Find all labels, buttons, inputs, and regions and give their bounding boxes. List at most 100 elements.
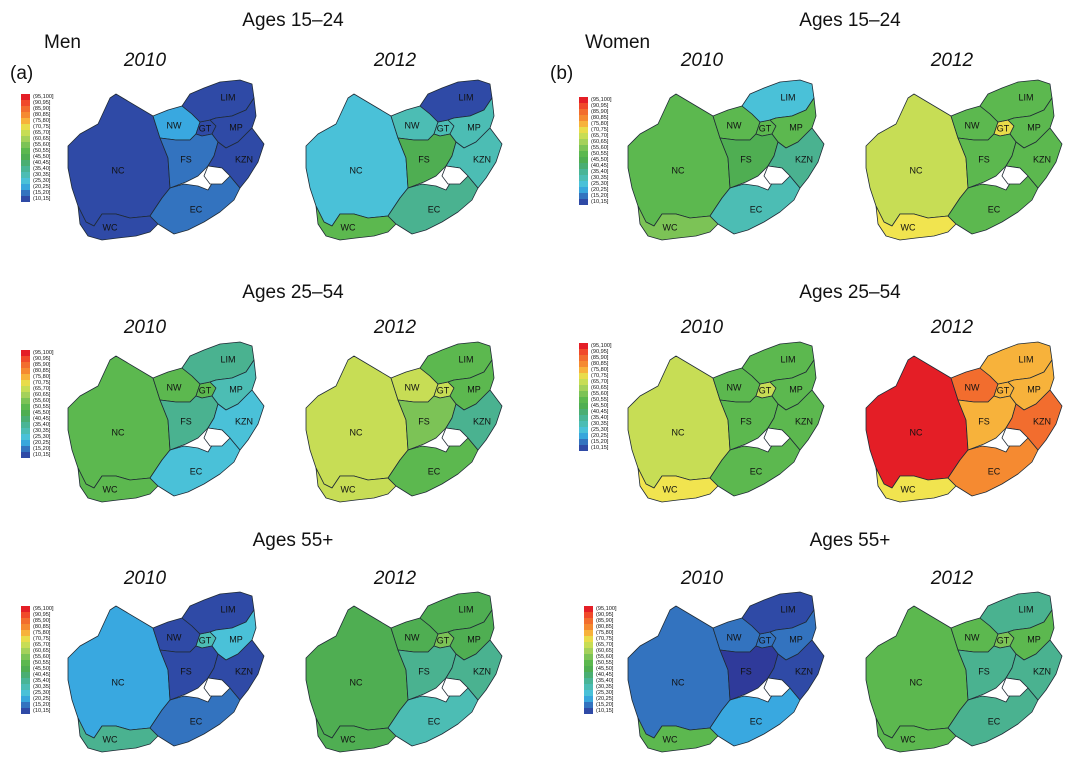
province-label-mp: MP — [467, 384, 481, 394]
legend-swatch — [21, 690, 30, 696]
color-legend: (95,100] (90,95] (85,90] (80,85] (75,80] (70,… — [579, 97, 619, 205]
legend-row: (60,65] — [584, 648, 624, 654]
province-label-wc: WC — [103, 222, 118, 232]
province-label-ec: EC — [988, 716, 1001, 726]
legend-label: (45,50] — [33, 154, 51, 160]
legend-row: (80,85] — [21, 624, 61, 630]
province-map: LIM NW GT MP NC FS KZN WC EC — [618, 338, 833, 508]
year-label: 2010 — [123, 317, 167, 338]
lesotho-hole — [441, 427, 469, 447]
year-label: 2012 — [930, 317, 974, 338]
province-label-gt: GT — [759, 123, 772, 133]
legend-swatch — [579, 391, 588, 397]
province-nc — [305, 355, 409, 489]
legend-label: (55,60] — [33, 398, 51, 404]
province-label-lim: LIM — [780, 354, 795, 364]
legend-label: (95,100] — [33, 350, 54, 356]
legend-swatch — [579, 169, 588, 175]
legend-swatch — [579, 97, 588, 103]
legend-label: (45,50] — [33, 410, 51, 416]
legend-swatch — [579, 115, 588, 121]
province-label-gt: GT — [997, 385, 1010, 395]
legend-swatch — [584, 648, 593, 654]
legend-label: (10,15] — [591, 199, 609, 205]
province-label-fs: FS — [978, 154, 990, 164]
legend-row: (65,70] — [21, 642, 61, 648]
legend-swatch — [579, 157, 588, 163]
legend-label: (85,90] — [33, 362, 51, 368]
color-legend: (95,100] (90,95] (85,90] (80,85] (75,80] (70,… — [584, 606, 624, 714]
province-label-ec: EC — [190, 716, 203, 726]
year-label: 2010 — [123, 50, 167, 71]
legend-swatch — [579, 433, 588, 439]
province-label-nw: NW — [167, 382, 182, 392]
province-label-nw: NW — [405, 120, 420, 130]
legend-label: (55,60] — [591, 391, 609, 397]
province-label-nw: NW — [727, 632, 742, 642]
legend-row: (70,75] — [579, 127, 619, 133]
legend-row: (30,35] — [579, 421, 619, 427]
province-nc — [627, 605, 731, 739]
map-svg: LIM NW GT MP NC FS KZN WC EC — [627, 591, 825, 753]
legend-swatch — [21, 636, 30, 642]
legend-row: (45,50] — [579, 403, 619, 409]
legend-label: (75,80] — [33, 118, 51, 124]
province-label-gt: GT — [199, 123, 212, 133]
province-label-fs: FS — [740, 154, 752, 164]
legend-swatch — [21, 172, 30, 178]
legend-row: (70,75] — [584, 636, 624, 642]
province-label-ec: EC — [428, 204, 441, 214]
legend-label: (10,15] — [596, 708, 614, 714]
legend-label: (95,100] — [33, 94, 54, 100]
province-label-fs: FS — [740, 416, 752, 426]
legend-row: (20,25] — [579, 187, 619, 193]
legend-swatch — [579, 175, 588, 181]
legend-row: (85,90] — [21, 362, 61, 368]
province-nc — [67, 355, 171, 489]
legend-label: (15,20] — [33, 190, 51, 196]
legend-swatch — [579, 109, 588, 115]
legend-swatch — [584, 630, 593, 636]
province-label-kzn: KZN — [473, 154, 491, 164]
province-map: LIM NW GT MP NC FS KZN WC EC — [296, 588, 511, 758]
province-label-kzn: KZN — [795, 416, 813, 426]
province-label-nw: NW — [405, 382, 420, 392]
map-svg: LIM NW GT MP NC FS KZN WC EC — [305, 79, 503, 241]
age-title: Ages 55+ — [252, 530, 334, 551]
legend-row: (50,55] — [579, 397, 619, 403]
province-label-mp: MP — [789, 122, 803, 132]
legend-label: (45,50] — [33, 666, 51, 672]
legend-label: (25,30] — [596, 690, 614, 696]
legend-label: (70,75] — [33, 636, 51, 642]
legend-swatch — [584, 612, 593, 618]
legend-swatch — [21, 642, 30, 648]
legend-swatch — [21, 428, 30, 434]
province-label-kzn: KZN — [1033, 154, 1051, 164]
legend-swatch — [579, 373, 588, 379]
legend-label: (60,65] — [591, 385, 609, 391]
legend-label: (25,30] — [33, 178, 51, 184]
legend-swatch — [21, 374, 30, 380]
legend-label: (90,95] — [33, 100, 51, 106]
legend-row: (95,100] — [584, 606, 624, 612]
province-nc — [627, 355, 731, 489]
legend-row: (50,55] — [21, 404, 61, 410]
legend-swatch — [21, 660, 30, 666]
province-label-ec: EC — [190, 466, 203, 476]
legend-label: (95,100] — [596, 606, 617, 612]
legend-row: (80,85] — [579, 115, 619, 121]
lesotho-hole — [441, 165, 469, 185]
legend-swatch — [21, 630, 30, 636]
legend-label: (75,80] — [33, 630, 51, 636]
province-label-kzn: KZN — [795, 154, 813, 164]
legend-swatch — [584, 636, 593, 642]
legend-swatch — [579, 445, 588, 451]
province-label-nc: NC — [112, 677, 125, 687]
legend-swatch — [21, 356, 30, 362]
province-label-nc: NC — [350, 165, 363, 175]
province-label-fs: FS — [180, 666, 192, 676]
province-label-ec: EC — [988, 466, 1001, 476]
legend-swatch — [21, 184, 30, 190]
legend-label: (10,15] — [591, 445, 609, 451]
map-svg: LIM NW GT MP NC FS KZN WC EC — [67, 341, 265, 503]
